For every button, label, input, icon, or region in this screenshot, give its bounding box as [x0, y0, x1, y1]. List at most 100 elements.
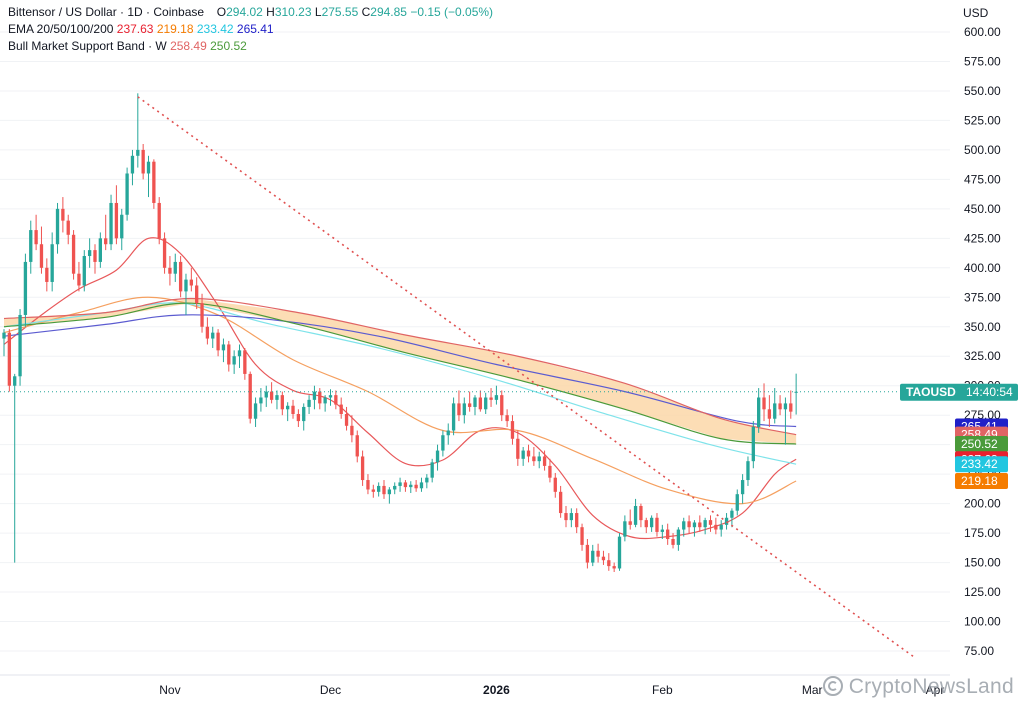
price-tick-label: 125.00 — [964, 585, 1001, 599]
candle-body — [740, 480, 745, 495]
candle-body — [334, 395, 338, 405]
candle-body — [98, 238, 103, 262]
band-name: Bull Market Support Band · W — [8, 39, 167, 53]
candle-body — [714, 524, 718, 530]
candle-body — [184, 279, 188, 292]
candle-body — [130, 155, 135, 174]
candle-body — [125, 173, 129, 215]
price-axis-bg — [955, 0, 1024, 711]
candle-body — [71, 234, 76, 274]
candle-body — [18, 314, 22, 377]
time-axis-label: Dec — [320, 683, 341, 697]
candle-body — [457, 403, 461, 416]
candle-body — [724, 517, 729, 525]
candle-body — [269, 391, 274, 400]
ema20-line — [3, 237, 797, 540]
candle-body — [575, 513, 579, 528]
candle-body — [104, 238, 108, 245]
candle-body — [328, 395, 333, 398]
candle-body — [617, 536, 622, 569]
candle-body — [87, 250, 92, 257]
candle-body — [205, 326, 210, 339]
price-tick-label: 200.00 — [964, 497, 1001, 511]
candle-body — [141, 149, 145, 174]
candle-body — [698, 522, 702, 528]
candle-body — [548, 465, 552, 478]
candle-body — [39, 244, 44, 268]
indicator-price-tag-label: 233.42 — [961, 457, 998, 471]
candle-body — [200, 303, 204, 327]
candle-body — [789, 403, 793, 412]
open-label: O — [216, 5, 227, 19]
watermark-text: CryptoNewsLand — [848, 675, 1014, 698]
candle-body — [633, 505, 638, 525]
candle-body — [751, 426, 755, 462]
symbol-badge-label: TAOUSD — [906, 385, 956, 399]
candle-body — [195, 285, 199, 304]
candle-body — [146, 161, 151, 174]
candle-body — [489, 397, 493, 400]
candle-body — [585, 544, 590, 563]
candle-body — [264, 391, 268, 398]
candle-body — [783, 403, 788, 410]
candle-body — [157, 202, 161, 239]
candle-body — [419, 482, 424, 489]
candle-body — [366, 480, 370, 490]
high-label: H — [266, 5, 275, 19]
candle-body — [152, 161, 156, 203]
candle-body — [318, 391, 322, 404]
candle-body — [644, 520, 648, 528]
candle-body — [446, 430, 450, 436]
ema200-line — [3, 314, 797, 428]
price-tick-label: 175.00 — [964, 526, 1001, 540]
candle-body — [296, 414, 301, 422]
ema200-value: 265.41 — [236, 22, 274, 36]
candle-body — [221, 344, 226, 351]
candle-body — [302, 406, 306, 422]
chart-legend: Bittensor / US Dollar · 1D · Coinbase O2… — [8, 4, 493, 55]
price-tick-label: 450.00 — [964, 202, 1001, 216]
candle-body — [537, 456, 541, 462]
legend-symbol-row: Bittensor / US Dollar · 1D · Coinbase O2… — [8, 4, 493, 21]
candle-body — [55, 208, 60, 245]
candle-body — [478, 397, 483, 410]
candle-body — [211, 332, 215, 339]
indicator-price-tag-label: 250.52 — [961, 437, 998, 451]
candle-body — [473, 397, 477, 407]
indicator-price-tag — [955, 473, 1008, 490]
legend-ema-row: EMA 20/50/100/200 237.63 219.18 233.42 2… — [8, 21, 493, 38]
price-tick-label: 600.00 — [964, 25, 1001, 39]
close-value: 294.85 — [370, 5, 407, 19]
candle-body — [403, 482, 408, 488]
band-ema-value: 250.52 — [210, 39, 247, 53]
countdown-label: 14:40:54 — [966, 385, 1013, 399]
candle-body — [29, 230, 33, 262]
candle-body — [516, 438, 520, 459]
candle-body — [639, 505, 643, 521]
price-tick-label: 525.00 — [964, 113, 1001, 127]
band-sma-value: 258.49 — [170, 39, 207, 53]
candle-body — [542, 456, 547, 466]
candle-body — [173, 261, 177, 274]
candle-body — [120, 214, 124, 239]
time-axis-label: Mar — [802, 683, 823, 697]
candle-body — [237, 350, 242, 357]
candle-body — [23, 261, 28, 315]
candle-body — [757, 397, 761, 427]
candle-body — [628, 521, 632, 525]
candle-body — [441, 435, 445, 451]
candle-body — [553, 477, 557, 492]
candle-body — [762, 397, 766, 410]
low-label: L — [314, 5, 322, 19]
low-value: 275.55 — [321, 5, 359, 19]
candle-body — [500, 395, 504, 416]
candle-body — [703, 520, 707, 528]
candle-body — [50, 244, 54, 282]
candle-body — [435, 450, 440, 463]
candle-body — [168, 267, 172, 274]
candle-body — [248, 373, 252, 419]
ema100-value: 233.42 — [196, 22, 234, 36]
candle-body — [484, 397, 488, 410]
candle-body — [355, 435, 359, 457]
